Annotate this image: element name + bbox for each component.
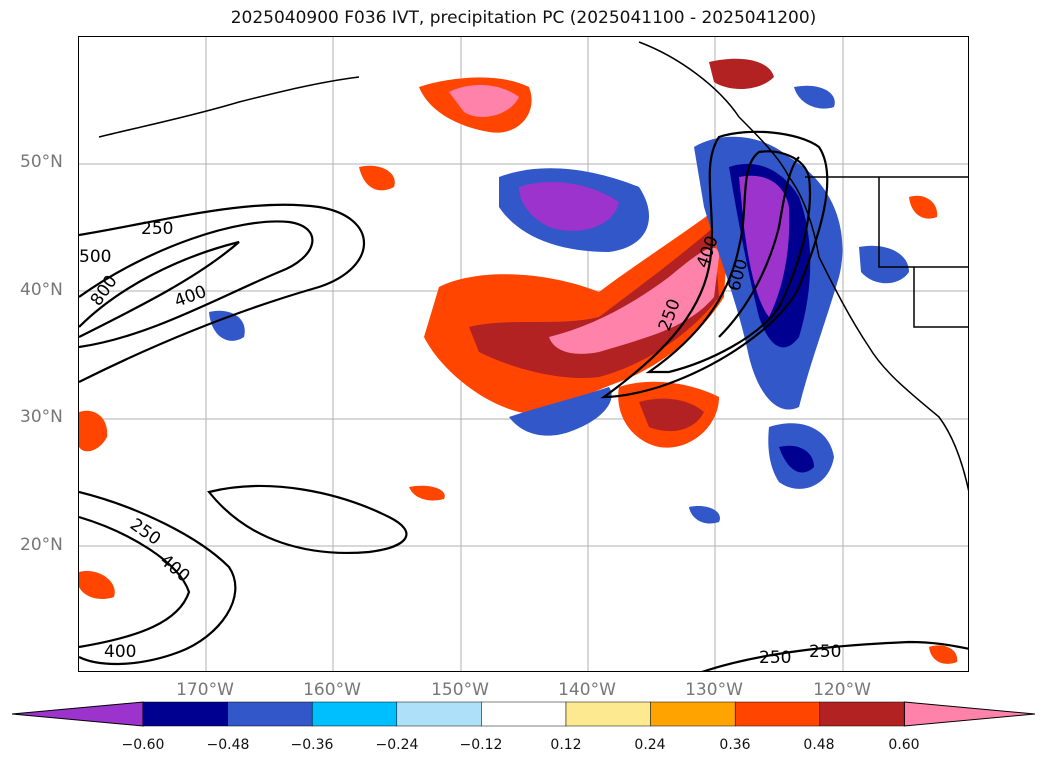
- lat-label: 30°N: [20, 407, 63, 427]
- colorbar-segment: [481, 701, 567, 727]
- ivt-contour-400-east: [645, 150, 812, 374]
- lon-label: 120°W: [813, 680, 871, 700]
- contour-label: 500: [79, 247, 111, 267]
- negative-west-coast-core: [739, 175, 790, 317]
- colorbar-segment: [734, 701, 821, 727]
- colorbar: [11, 701, 1036, 727]
- positive-band-main: [424, 207, 729, 413]
- ivt-contour-600-east: [718, 156, 800, 338]
- contour-label: 250: [809, 642, 841, 662]
- contour-label: 250: [759, 648, 791, 668]
- ivt-contour-800-west: [79, 240, 240, 338]
- colorbar-tick: 0.36: [719, 737, 751, 753]
- ivt-contour-250-south: [79, 490, 237, 666]
- lon-label: 130°W: [685, 680, 743, 700]
- ivt-contour-250-east: [600, 130, 829, 399]
- map-title: 2025040900 F036 IVT, precipitation PC (2…: [230, 8, 817, 28]
- colorbar-tick: 0.48: [803, 737, 835, 753]
- colorbar-tick: 0.24: [634, 737, 666, 753]
- colorbar-tick: 0.60: [888, 737, 920, 753]
- colorbar-extend-high: [903, 701, 1036, 727]
- colorbar-tick: 0.12: [550, 737, 582, 753]
- map-panel: 250 500 800 400 250 400 250 600 250 400 …: [78, 36, 969, 672]
- contour-label: 400: [156, 551, 194, 587]
- colorbar-segment: [142, 701, 228, 727]
- aleutian-islands: [98, 76, 360, 138]
- positive-band-dark: [469, 227, 719, 378]
- positive-subtropic-core: [639, 398, 704, 432]
- ivt-contour-400-south: [79, 515, 191, 649]
- lon-label: 140°W: [558, 680, 616, 700]
- positive-west-edge: [79, 410, 108, 452]
- contour-label: 250: [141, 219, 173, 239]
- colorbar-segment: [227, 701, 313, 727]
- north-america-coastline: [638, 41, 968, 492]
- colorbar-segments: [11, 701, 1036, 727]
- negative-sw-plume: [509, 387, 612, 436]
- colorbar-segment: [311, 701, 398, 727]
- lon-label: 150°W: [431, 680, 489, 700]
- colorbar-segment: [565, 701, 651, 727]
- colorbar-segment: [819, 701, 905, 727]
- ivt-contour-250-west: [79, 203, 366, 383]
- ivt-contour-250-se: [701, 640, 968, 671]
- lon-label: 160°W: [303, 680, 361, 700]
- ivt-contour-south-island: [207, 484, 408, 554]
- contour-label-group: 250 500 800 400 250 400 250 600 250 400 …: [79, 219, 841, 668]
- negative-north-pacific-core: [519, 182, 619, 231]
- positive-gulf-alaska-core: [449, 85, 519, 117]
- lat-label: 20°N: [20, 535, 63, 555]
- colorbar-segment: [396, 701, 482, 727]
- ivt-contour-400-west: [79, 220, 314, 349]
- lon-label: 170°W: [176, 680, 234, 700]
- colorbar-tick: −0.12: [459, 737, 503, 753]
- colorbar-tick: −0.48: [206, 737, 250, 753]
- colorbar-tick: −0.24: [375, 737, 419, 753]
- colorbar-tick: −0.60: [121, 737, 165, 753]
- colorbar-extend-low: [11, 701, 144, 727]
- lat-label: 40°N: [20, 280, 63, 300]
- ivt-contours: [79, 130, 968, 671]
- positive-north-coast: [709, 58, 774, 89]
- colorbar-tick: −0.36: [290, 737, 334, 753]
- colorbar-segment: [650, 701, 736, 727]
- lat-label: 50°N: [20, 152, 63, 172]
- precip-positive: [79, 58, 958, 664]
- positive-band-core: [549, 247, 719, 354]
- coastlines: [98, 41, 968, 492]
- contour-label: 400: [104, 642, 136, 662]
- map-svg: 250 500 800 400 250 400 250 600 250 400 …: [79, 37, 968, 671]
